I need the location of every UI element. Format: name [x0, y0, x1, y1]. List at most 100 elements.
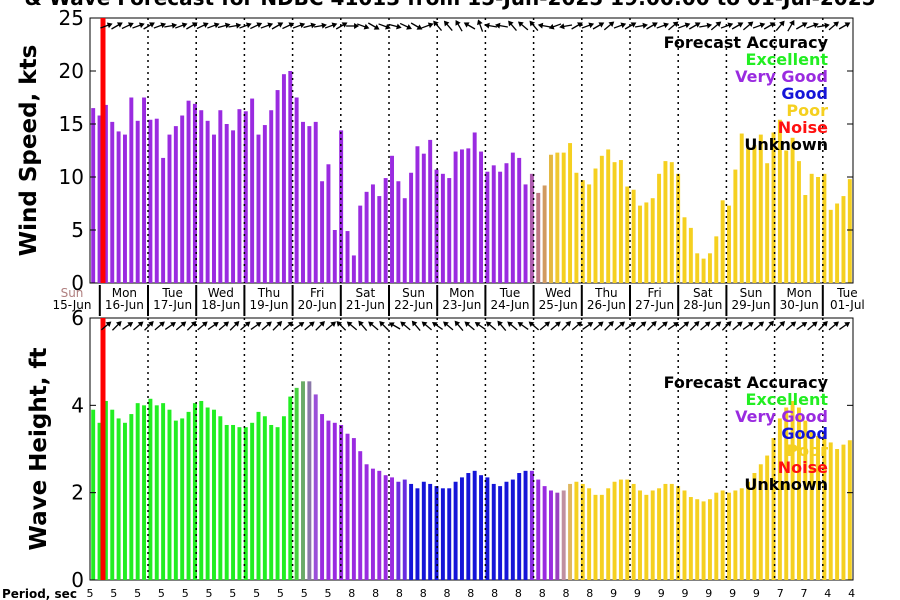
- data-bar: [91, 108, 96, 283]
- period-value: 8: [586, 587, 593, 600]
- direction-arrow: [593, 321, 604, 331]
- data-bar: [313, 121, 318, 283]
- direction-arrow: [421, 22, 434, 29]
- data-bar: [555, 492, 560, 580]
- direction-arrow: [153, 22, 167, 29]
- period-value: 7: [777, 587, 784, 600]
- period-value: 8: [348, 587, 355, 600]
- date-label-date: 23-Jun: [442, 298, 481, 312]
- data-bar: [816, 435, 820, 580]
- data-bar: [370, 468, 375, 580]
- arrow-head: [127, 22, 134, 28]
- arrow-head: [358, 320, 364, 327]
- arrow-head: [497, 320, 503, 327]
- data-bar: [339, 130, 344, 283]
- data-bar: [459, 477, 464, 580]
- data-bar: [307, 126, 312, 284]
- data-bar: [549, 154, 553, 283]
- arrow-head: [565, 321, 572, 327]
- period-value: 9: [705, 587, 712, 600]
- data-bar: [498, 486, 503, 580]
- legend-item: Very Good: [735, 407, 828, 426]
- period-value: 9: [729, 587, 736, 600]
- direction-arrow: [240, 321, 251, 331]
- arrow-head: [341, 22, 348, 28]
- direction-arrow: [559, 23, 573, 30]
- direction-arrow: [699, 22, 713, 29]
- direction-arrow: [775, 20, 785, 32]
- arrow-head: [517, 21, 524, 28]
- data-bar: [638, 205, 642, 283]
- data-bar: [529, 173, 534, 283]
- direction-arrow: [508, 20, 517, 32]
- direction-arrow: [346, 23, 360, 29]
- date-label-day: Sun: [740, 286, 763, 300]
- direction-arrow: [571, 22, 583, 30]
- data-bar: [669, 162, 674, 283]
- data-bar: [377, 470, 382, 580]
- arrow-head: [824, 22, 830, 29]
- direction-arrow: [186, 22, 198, 30]
- data-bar: [657, 488, 662, 580]
- arrow-head: [346, 321, 353, 328]
- data-bar: [784, 150, 789, 283]
- data-bar: [593, 168, 598, 283]
- arrow-head: [431, 321, 438, 328]
- direction-arrow: [796, 321, 808, 330]
- data-bar: [466, 148, 471, 283]
- data-bar: [790, 400, 795, 580]
- data-bar: [510, 479, 515, 580]
- direction-arrow: [336, 321, 347, 331]
- arrow-head: [330, 321, 337, 328]
- data-bar: [192, 403, 197, 580]
- arrow-head: [704, 321, 711, 328]
- period-value: 9: [610, 587, 617, 600]
- data-bar: [256, 134, 261, 283]
- arrow-head: [507, 321, 513, 328]
- data-bar: [517, 473, 522, 580]
- direction-arrow: [196, 22, 209, 30]
- arrow-head: [190, 321, 197, 327]
- date-label-date: 26-Jun: [587, 298, 626, 312]
- data-bar: [555, 152, 560, 283]
- data-bar: [790, 137, 795, 283]
- data-bar: [587, 184, 592, 283]
- data-bar: [714, 236, 719, 283]
- direction-arrow: [346, 321, 358, 331]
- data-bar: [682, 490, 687, 580]
- arrow-head: [191, 22, 198, 28]
- arrow-head: [737, 22, 744, 28]
- arrow-head: [508, 20, 514, 27]
- period-row: Period, sec 5 5 5 5 5 5 5 5 5 5 5 8 8 8 8 8 8 8 8 8 8 8 9 9 9 9 9 9 9…: [2, 587, 855, 600]
- data-bar: [402, 479, 407, 580]
- date-label-day: Thu: [257, 286, 281, 300]
- data-bar: [161, 403, 166, 580]
- arrow-head: [212, 321, 219, 328]
- arrow-head: [651, 22, 658, 28]
- data-bar: [415, 146, 420, 283]
- arrow-head: [620, 22, 627, 29]
- y-tick-label: 20: [59, 59, 84, 83]
- direction-arrow: [261, 321, 272, 331]
- data-bar: [288, 71, 293, 283]
- arrow-head: [235, 22, 242, 29]
- data-bar: [504, 481, 509, 580]
- data-bar: [472, 132, 477, 283]
- legend-item: Poor: [786, 441, 828, 460]
- data-bar: [714, 492, 719, 580]
- direction-arrow: [100, 22, 113, 29]
- arrow-head: [213, 22, 220, 29]
- date-label-date: 28-Jun: [683, 298, 722, 312]
- arrow-head: [537, 22, 544, 29]
- arrow-head: [455, 19, 461, 26]
- data-bar: [638, 490, 642, 580]
- direction-arrow: [507, 321, 518, 331]
- data-bar: [320, 414, 325, 580]
- data-bar: [549, 490, 553, 580]
- data-bar: [803, 195, 808, 283]
- direction-arrow: [497, 320, 507, 332]
- direction-arrow: [144, 321, 154, 331]
- data-bar: [822, 433, 827, 580]
- direction-arrow: [550, 321, 561, 331]
- data-bar: [339, 424, 344, 580]
